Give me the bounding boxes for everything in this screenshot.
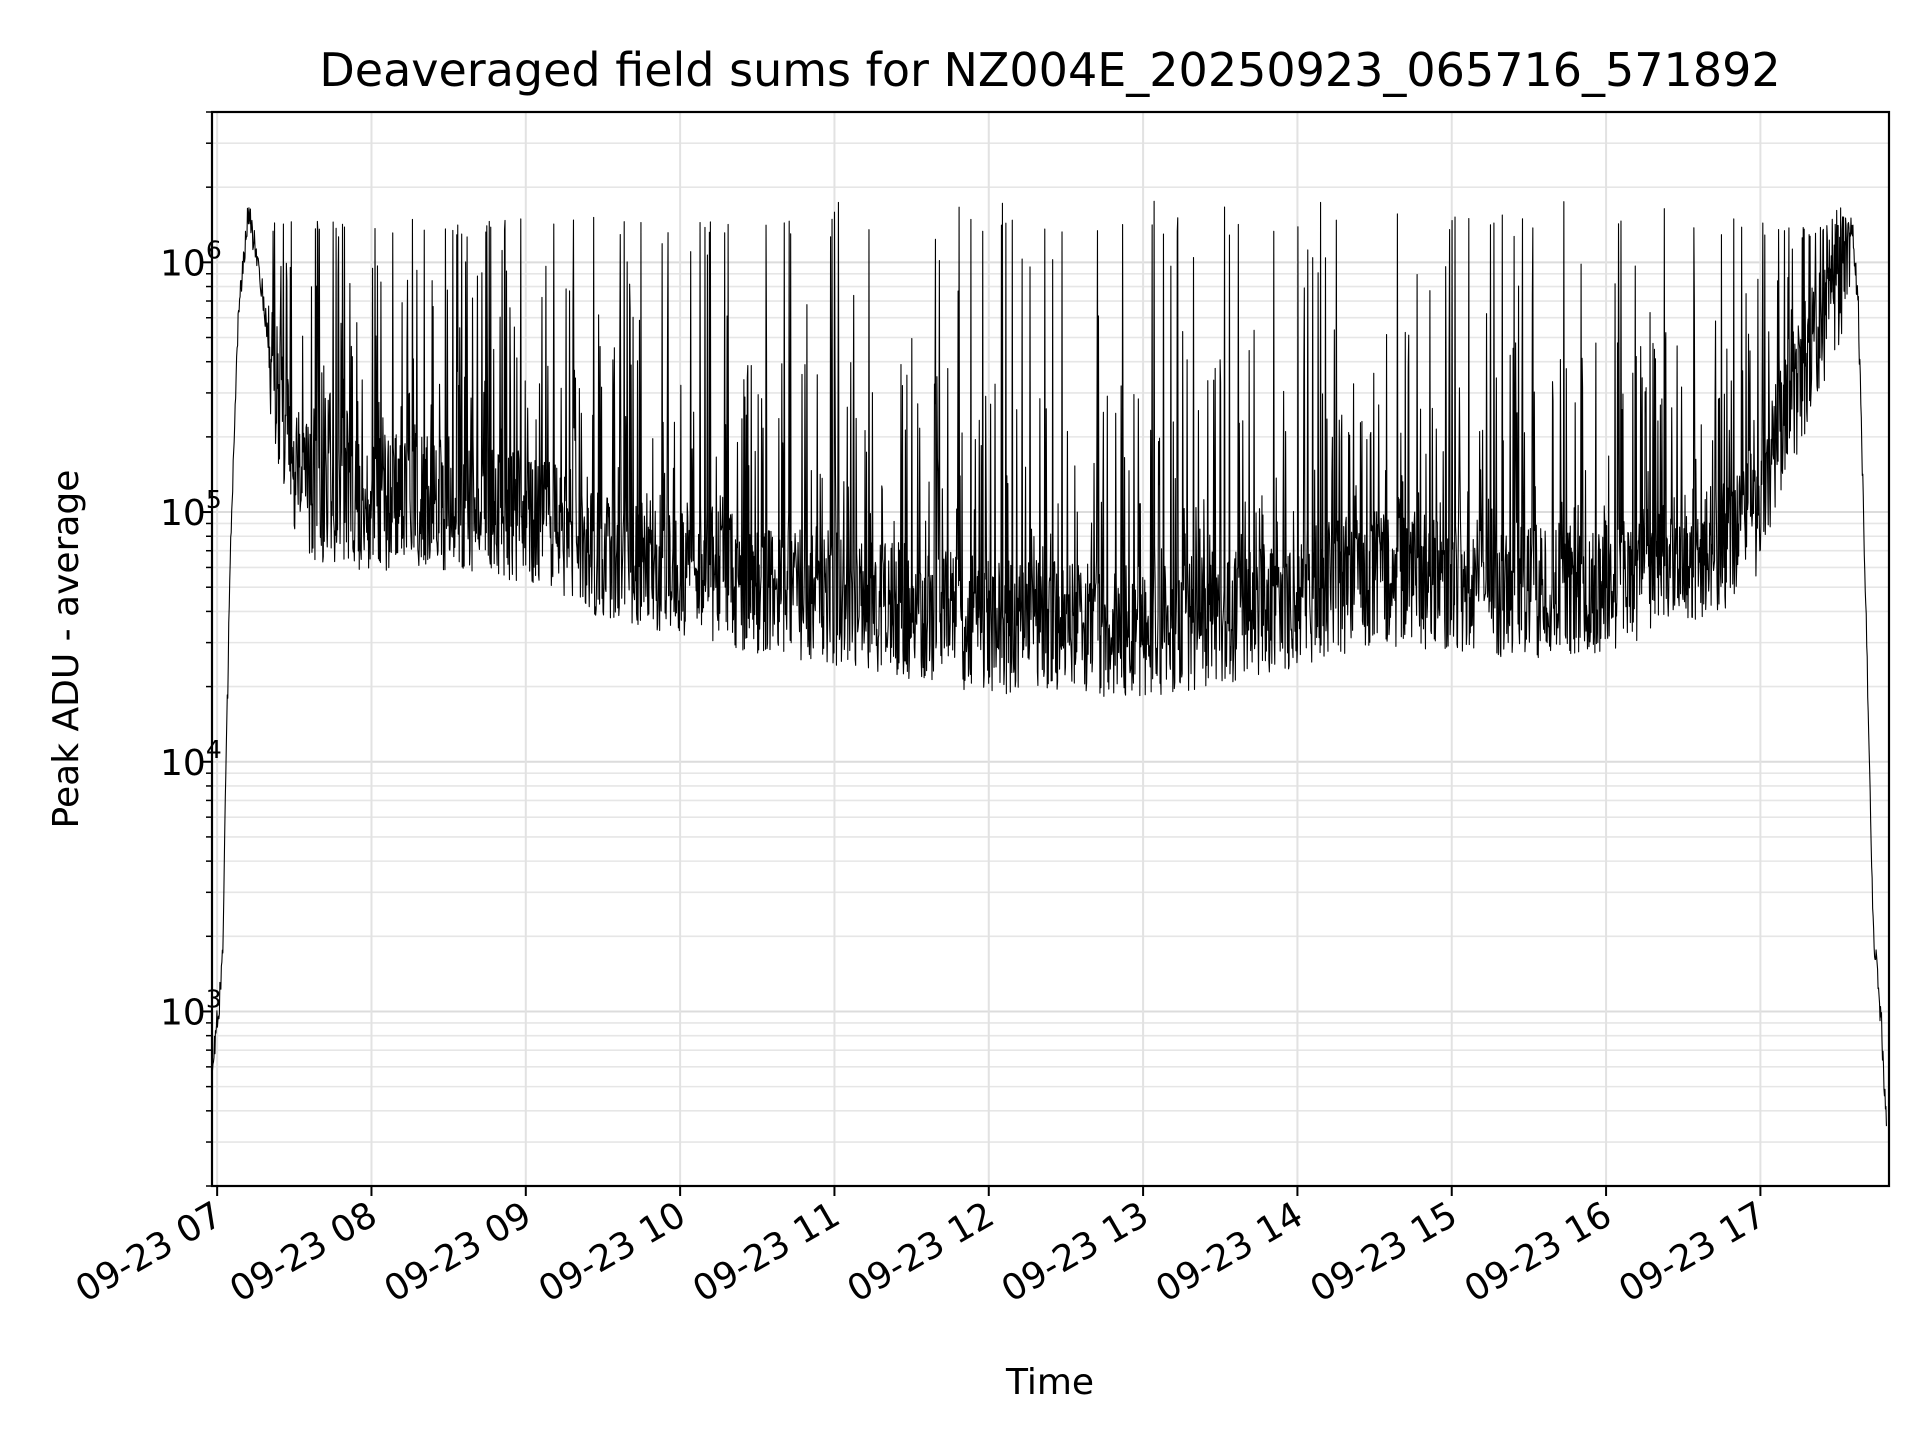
y-tick-label: 104 (160, 735, 222, 784)
chart-title: Deaveraged field sums for NZ004E_2025092… (319, 43, 1780, 97)
data-series-line (211, 200, 1887, 1127)
x-axis-label: Time (1005, 1362, 1094, 1403)
y-axis-label: Peak ADU - average (46, 470, 87, 829)
y-tick-label: 106 (160, 235, 222, 284)
plot-series (211, 200, 1887, 1127)
y-tick-label: 105 (160, 485, 222, 534)
y-tick-label: 103 (160, 984, 222, 1033)
plot-area-frame (210, 110, 1891, 1188)
